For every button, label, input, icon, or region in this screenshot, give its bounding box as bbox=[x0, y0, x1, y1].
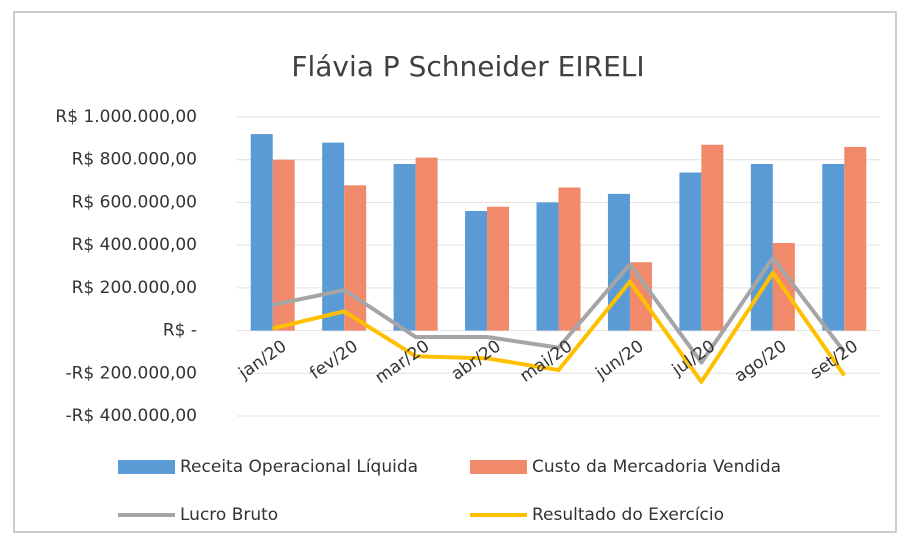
bar bbox=[393, 163, 416, 331]
bar bbox=[844, 146, 867, 331]
bar bbox=[344, 185, 367, 331]
chart-title: Flávia P Schneider EIRELI bbox=[291, 50, 644, 83]
bar bbox=[607, 193, 630, 331]
legend-label: Custo da Mercadoria Vendida bbox=[532, 457, 781, 477]
bar bbox=[701, 144, 724, 331]
y-tick-label: R$ - bbox=[163, 321, 197, 341]
chart-frame bbox=[13, 11, 897, 533]
y-tick-label: -R$ 400.000,00 bbox=[65, 406, 197, 426]
bar bbox=[822, 163, 845, 331]
bar bbox=[750, 163, 773, 331]
y-tick-label: R$ 400.000,00 bbox=[72, 235, 197, 255]
bar bbox=[536, 202, 559, 331]
y-tick-label: R$ 600.000,00 bbox=[72, 192, 197, 212]
bar bbox=[272, 159, 295, 331]
line bbox=[272, 255, 846, 365]
bar bbox=[465, 210, 488, 331]
legend-swatch bbox=[118, 460, 175, 474]
legend-swatch bbox=[470, 460, 527, 474]
bar bbox=[558, 187, 581, 331]
bar bbox=[679, 172, 702, 331]
y-tick-label: R$ 200.000,00 bbox=[72, 278, 197, 298]
legend-label: Lucro Bruto bbox=[180, 505, 278, 525]
bar bbox=[487, 206, 510, 331]
y-tick-label: R$ 1.000.000,00 bbox=[55, 107, 197, 127]
bar bbox=[250, 134, 273, 331]
line bbox=[272, 270, 846, 384]
legend-label: Receita Operacional Líquida bbox=[180, 457, 418, 477]
y-tick-label: -R$ 200.000,00 bbox=[65, 363, 197, 383]
legend-label: Resultado do Exercício bbox=[532, 505, 724, 525]
y-tick-label: R$ 800.000,00 bbox=[72, 150, 197, 170]
bar bbox=[322, 142, 345, 331]
bar bbox=[415, 157, 438, 331]
